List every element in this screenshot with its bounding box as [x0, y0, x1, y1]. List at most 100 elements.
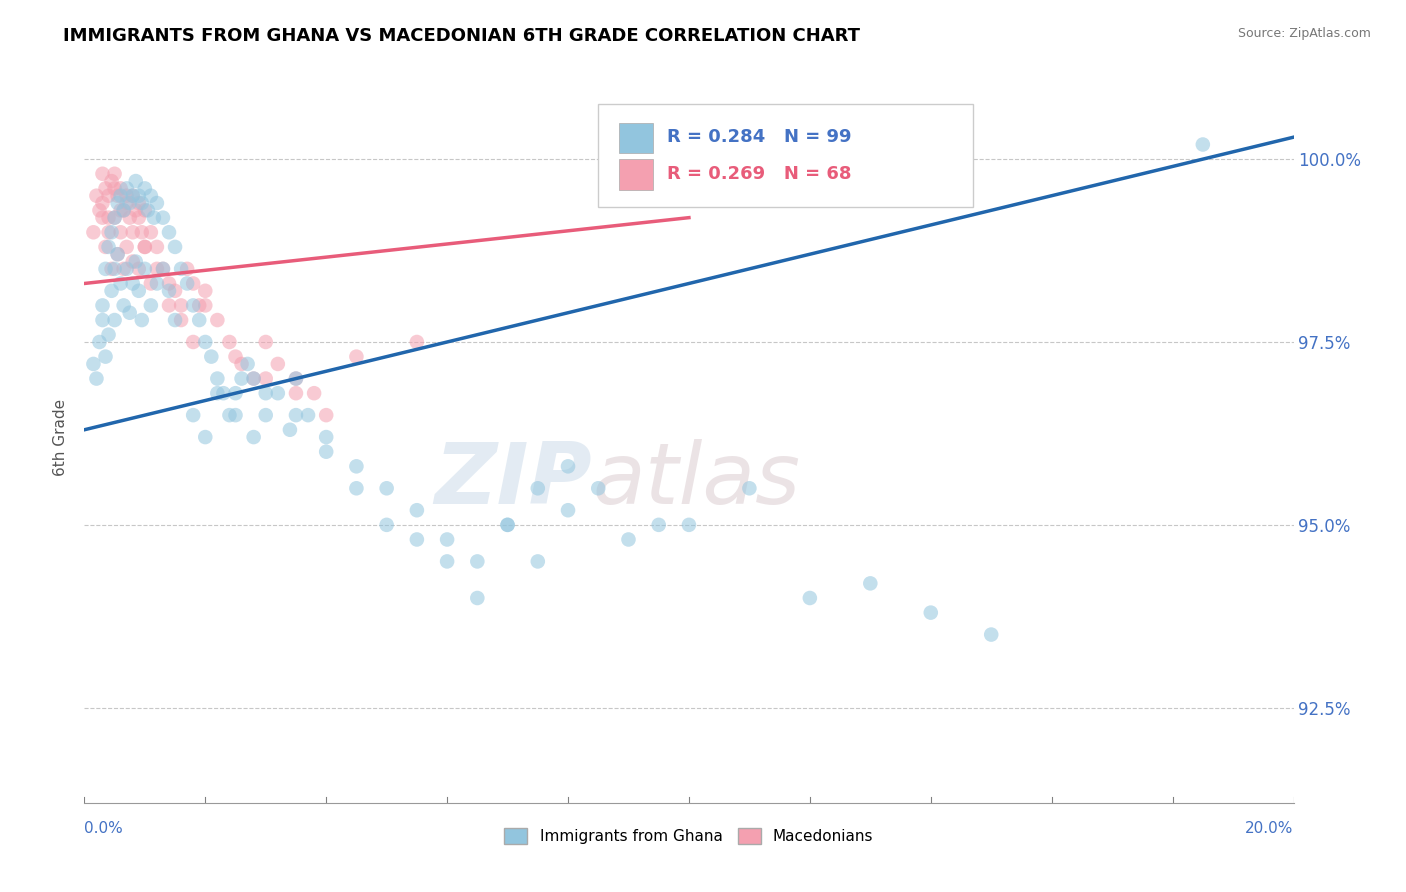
- Point: [267, 357, 290, 371]
- Point: [121, 188, 143, 202]
- Point: [157, 225, 180, 239]
- Point: [125, 203, 148, 218]
- Text: atlas: atlas: [592, 440, 800, 523]
- Point: [278, 423, 301, 437]
- Point: [128, 211, 150, 225]
- Point: [110, 225, 132, 239]
- Point: [799, 591, 821, 605]
- Point: [588, 481, 610, 495]
- Point: [285, 371, 308, 385]
- Point: [406, 334, 429, 349]
- Point: [200, 350, 222, 364]
- Point: [146, 277, 169, 291]
- Point: [152, 261, 174, 276]
- Point: [980, 627, 1002, 641]
- Legend: Immigrants from Ghana, Macedonians: Immigrants from Ghana, Macedonians: [498, 822, 880, 850]
- Point: [181, 334, 204, 349]
- Point: [285, 386, 308, 401]
- Point: [104, 313, 127, 327]
- Point: [134, 240, 156, 254]
- Point: [194, 284, 217, 298]
- Point: [375, 481, 398, 495]
- Point: [100, 174, 122, 188]
- Point: [254, 386, 277, 401]
- Point: [91, 298, 114, 312]
- Point: [86, 371, 108, 385]
- Point: [104, 211, 127, 225]
- Point: [236, 357, 259, 371]
- Point: [94, 350, 117, 364]
- Point: [110, 203, 132, 218]
- Point: [94, 261, 117, 276]
- Point: [97, 211, 120, 225]
- Point: [738, 481, 761, 495]
- Point: [121, 254, 143, 268]
- Point: [136, 203, 159, 218]
- Point: [285, 371, 308, 385]
- Point: [121, 225, 143, 239]
- Point: [134, 240, 156, 254]
- Point: [242, 371, 264, 385]
- Point: [406, 533, 429, 547]
- Point: [678, 517, 700, 532]
- Text: ZIP: ZIP: [434, 440, 592, 523]
- Point: [97, 240, 120, 254]
- Point: [254, 334, 277, 349]
- Point: [165, 284, 187, 298]
- Point: [207, 371, 229, 385]
- Point: [297, 408, 319, 422]
- Point: [436, 554, 458, 568]
- Point: [527, 481, 550, 495]
- Point: [139, 225, 162, 239]
- Point: [267, 386, 290, 401]
- Point: [118, 306, 141, 320]
- Point: [82, 225, 104, 239]
- Point: [107, 247, 129, 261]
- Point: [207, 313, 229, 327]
- Point: [527, 554, 550, 568]
- Point: [859, 576, 882, 591]
- Point: [100, 284, 122, 298]
- Point: [207, 386, 229, 401]
- Point: [104, 211, 127, 225]
- Point: [121, 277, 143, 291]
- Point: [128, 261, 150, 276]
- Point: [496, 517, 519, 532]
- Point: [157, 277, 180, 291]
- Point: [315, 444, 337, 458]
- Point: [134, 181, 156, 195]
- Point: [86, 188, 108, 202]
- Point: [496, 517, 519, 532]
- Text: R = 0.269   N = 68: R = 0.269 N = 68: [668, 165, 852, 183]
- Point: [131, 196, 153, 211]
- Point: [128, 188, 150, 202]
- Point: [170, 298, 193, 312]
- Point: [97, 327, 120, 342]
- Point: [194, 298, 217, 312]
- Text: Source: ZipAtlas.com: Source: ZipAtlas.com: [1237, 27, 1371, 40]
- Point: [557, 503, 579, 517]
- Point: [131, 313, 153, 327]
- Point: [146, 240, 169, 254]
- Point: [188, 313, 211, 327]
- Point: [100, 261, 122, 276]
- Point: [194, 430, 217, 444]
- Point: [121, 188, 143, 202]
- Point: [152, 211, 174, 225]
- Point: [94, 181, 117, 195]
- Point: [212, 386, 235, 401]
- Point: [82, 357, 104, 371]
- Point: [100, 225, 122, 239]
- Point: [115, 181, 138, 195]
- Point: [467, 591, 489, 605]
- Point: [176, 277, 198, 291]
- Point: [91, 167, 114, 181]
- Point: [225, 408, 247, 422]
- Point: [254, 371, 277, 385]
- Point: [170, 261, 193, 276]
- Point: [1192, 137, 1215, 152]
- Point: [285, 408, 308, 422]
- Point: [315, 430, 337, 444]
- Point: [91, 211, 114, 225]
- Point: [125, 254, 148, 268]
